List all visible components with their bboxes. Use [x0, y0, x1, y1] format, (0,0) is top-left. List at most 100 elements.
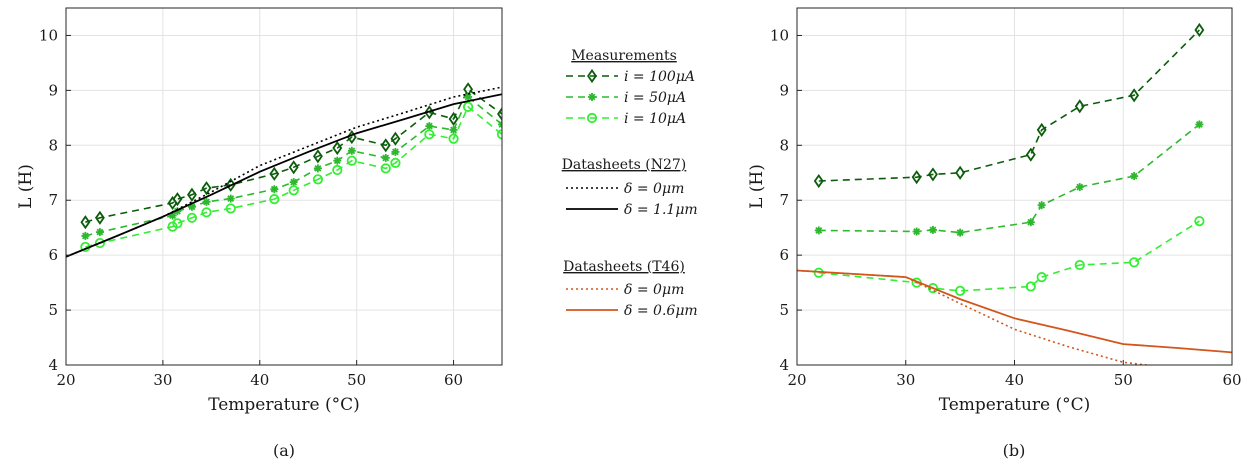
data-point-1-5-stroke-3: [203, 198, 210, 206]
data-point-1-4: [1026, 218, 1035, 227]
data-point-1-0: [81, 231, 90, 240]
data-point-1-0: [814, 226, 823, 235]
data-point-2-11: [346, 155, 357, 166]
data-point-1-9-stroke-3: [314, 164, 322, 172]
data-point-1-17-stroke-2: [498, 121, 502, 126]
data-point-0-10: [332, 140, 343, 156]
data-point-1-12-stroke-3: [382, 154, 390, 162]
x-tick-label: 30: [896, 371, 915, 389]
data-point-1-15: [449, 125, 458, 134]
plot-area: [797, 22, 1232, 365]
x-tick-label: 20: [787, 371, 806, 389]
y-tick-label: 4: [779, 356, 789, 374]
x-tick-label: 40: [1005, 371, 1024, 389]
x-tick-label: 60: [1222, 371, 1241, 389]
data-point-2-7: [1129, 257, 1140, 268]
data-point-1-13-stroke-3: [391, 148, 399, 156]
data-point-0-3: [955, 165, 966, 180]
data-point-1-16: [464, 92, 473, 101]
data-point-0-5: [1036, 122, 1047, 137]
y-tick-label: 6: [779, 246, 789, 264]
data-point-2-10: [332, 164, 343, 176]
legend-group-title: Datasheets (N27): [562, 157, 687, 173]
series-line-0: [818, 29, 1200, 182]
data-point-1-15-stroke-3: [450, 126, 457, 134]
data-point-1-9: [313, 164, 322, 173]
data-point-0-1: [911, 170, 922, 185]
data-point-1-14-stroke-3: [425, 122, 433, 130]
data-point-2-4: [186, 212, 198, 223]
data-point-1-6: [226, 194, 235, 203]
data-point-1-4-stroke-3: [188, 203, 196, 211]
data-point-2-6: [225, 203, 236, 214]
data-point-2-3: [172, 218, 183, 229]
data-point-2-9: [312, 174, 324, 185]
data-point-1-7: [1130, 172, 1139, 181]
data-point-2-4: [1025, 281, 1036, 292]
y-tick-label: 9: [779, 81, 789, 99]
legend-entry-label: i = 100μA: [624, 69, 695, 85]
legend-entry-label: i = 10μA: [624, 111, 686, 127]
data-point-0-4: [1025, 147, 1036, 162]
data-point-0-15: [448, 111, 459, 127]
data-point-0-12: [380, 138, 391, 153]
y-tick-label: 7: [779, 191, 789, 209]
legend-marker-stroke-3: [588, 93, 596, 101]
legend-marker: [586, 112, 598, 124]
data-point-2-3: [955, 285, 966, 296]
data-point-1-17-stroke-3: [498, 123, 502, 128]
data-point-1-11: [347, 146, 356, 155]
data-point-1-1-stroke-3: [913, 228, 921, 235]
data-point-0-5: [201, 181, 212, 196]
data-point-1-17: [498, 120, 502, 129]
data-point-1-2-stroke-3: [929, 226, 937, 234]
data-point-0-6: [225, 177, 236, 192]
data-point-1-0-stroke-3: [81, 232, 89, 240]
y-tick-label: 5: [48, 301, 58, 319]
series-line-4: [797, 269, 1232, 354]
x-axis-label: Temperature (°C): [939, 395, 1091, 415]
series-line-2: [85, 105, 502, 248]
data-point-0-7: [1129, 88, 1140, 103]
axes-frame: [65, 7, 503, 366]
data-point-0-0: [813, 173, 824, 189]
data-point-1-3-stroke-3: [956, 229, 964, 237]
data-point-1-5: [1037, 201, 1046, 210]
data-point-1-10-stroke-3: [333, 157, 341, 165]
data-point-1-4-stroke-3: [1027, 218, 1035, 226]
data-point-0-6: [1074, 99, 1085, 114]
y-tick-label: 8: [779, 136, 789, 154]
data-point-2-14: [424, 129, 435, 140]
data-point-2-5: [201, 207, 212, 218]
data-point-1-8: [289, 178, 298, 187]
data-point-2-7: [269, 194, 280, 205]
data-point-0-9: [312, 149, 323, 164]
x-tick-label: 20: [56, 371, 75, 389]
y-tick-label: 10: [770, 26, 789, 44]
data-point-1-8-stroke-3: [290, 178, 298, 186]
data-point-1-1: [912, 227, 921, 236]
data-point-0-8: [1194, 22, 1205, 38]
data-point-0-4: [187, 187, 197, 202]
data-point-1-2: [928, 225, 937, 234]
data-point-2-1: [94, 237, 106, 249]
x-tick-label: 50: [347, 371, 366, 389]
data-point-0-1: [94, 210, 105, 225]
legend-entry-label: i = 50μA: [624, 90, 686, 106]
series-line-2: [818, 220, 1200, 292]
data-point-1-16-stroke-3: [464, 93, 472, 101]
x-tick-label: 40: [250, 371, 269, 389]
legend: Measurements i = 100μA i = 50μA i = 10μA Dat…: [562, 48, 698, 319]
y-tick-label: 4: [48, 356, 58, 374]
data-point-1-6: [1075, 183, 1084, 192]
data-point-0-13: [390, 131, 401, 146]
data-point-1-6-stroke-3: [1076, 183, 1084, 191]
data-point-1-14: [425, 122, 434, 131]
data-point-1-6-stroke-3: [227, 195, 235, 203]
y-tick-label: 9: [48, 81, 58, 99]
x-tick-label: 30: [153, 371, 172, 389]
data-point-1-1-stroke-3: [96, 228, 104, 236]
plot-area: [66, 82, 502, 258]
data-point-2-2: [927, 283, 939, 294]
data-point-1-1: [95, 228, 104, 237]
